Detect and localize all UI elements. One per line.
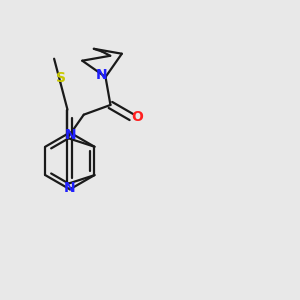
Text: N: N (64, 181, 75, 194)
Text: O: O (131, 110, 143, 124)
Text: N: N (64, 128, 76, 142)
Text: N: N (96, 68, 108, 82)
Text: S: S (56, 71, 66, 85)
